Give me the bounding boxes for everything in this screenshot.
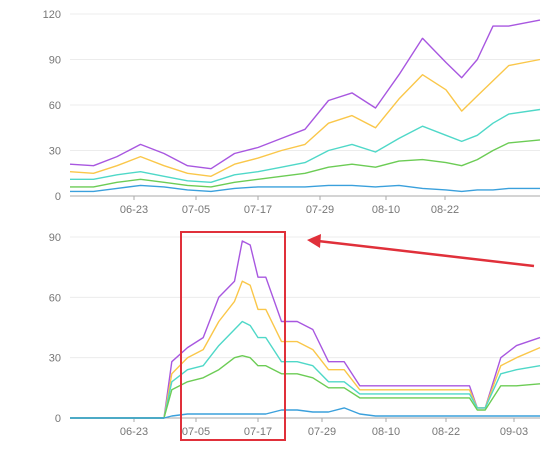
series-line — [70, 108, 541, 184]
series-line — [70, 355, 541, 419]
series-line — [70, 184, 540, 193]
y-tick-label: 0 — [55, 413, 61, 425]
series-line — [70, 139, 541, 188]
y-tick-label: 30 — [49, 353, 61, 365]
x-tick-label: 07-29 — [306, 204, 334, 216]
x-tick-label: 08-10 — [372, 204, 400, 216]
series-line — [70, 280, 541, 419]
x-tick-label: 06-23 — [120, 426, 148, 438]
x-tick-label: 07-17 — [244, 426, 272, 438]
x-tick-label: 09-03 — [500, 426, 528, 438]
series-line — [70, 240, 541, 419]
top-line-chart: 0 30 60 90 120 06-23 07-05 07-17 07-29 08-10 08-22 — [43, 9, 541, 216]
y-tick-label: 0 — [55, 191, 61, 203]
x-tick-label: 07-05 — [182, 426, 210, 438]
y-tick-label: 30 — [49, 146, 61, 158]
bottom-line-chart: 0 30 60 90 06-23 07-05 07-17 07-29 08-10 08-22 09-… — [49, 231, 541, 441]
y-tick-label: 60 — [49, 100, 61, 112]
x-tick-label: 07-05 — [182, 204, 210, 216]
x-tick-label: 06-23 — [120, 204, 148, 216]
x-tick-label: 08-10 — [372, 426, 400, 438]
series-line — [70, 320, 541, 419]
x-tick-label: 07-17 — [244, 204, 272, 216]
annotation-arrow-head — [307, 234, 321, 248]
x-tick-label: 08-22 — [431, 204, 459, 216]
y-tick-label: 90 — [49, 232, 61, 244]
y-tick-label: 60 — [49, 292, 61, 304]
x-tick-label: 08-22 — [432, 426, 460, 438]
highlight-box — [180, 231, 286, 441]
series-line — [69, 58, 541, 178]
series-line — [70, 407, 540, 419]
y-tick-label: 120 — [43, 9, 61, 21]
annotation-arrow-shaft — [317, 239, 535, 268]
series-line — [69, 19, 541, 170]
y-tick-label: 90 — [49, 55, 61, 67]
x-tick-label: 07-29 — [308, 426, 336, 438]
